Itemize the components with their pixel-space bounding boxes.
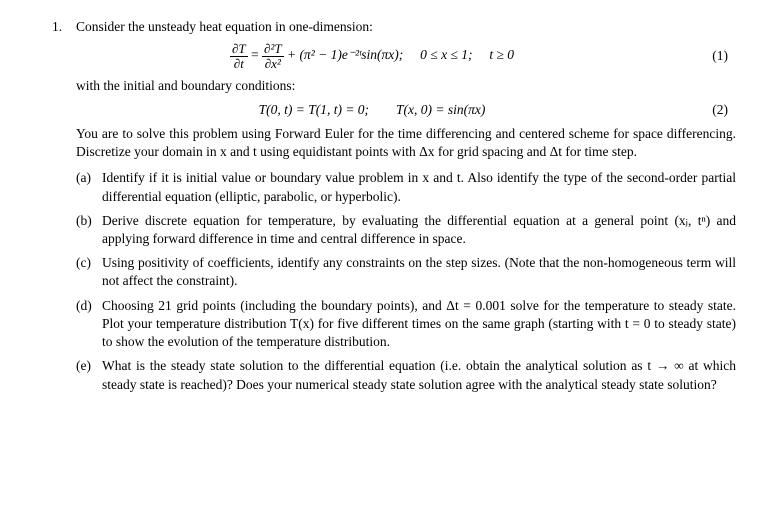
part-b-text: Derive discrete equation for temperature…: [102, 213, 736, 246]
part-a-text: Identify if it is initial value or bound…: [102, 170, 736, 203]
equation-1-row: ∂T ∂t = ∂²T ∂x² + (π² − 1)e⁻²ᵗsin(πx); 0…: [44, 42, 736, 70]
equation-2-row: T(0, t) = T(1, t) = 0; T(x, 0) = sin(πx)…: [44, 101, 736, 119]
part-e-text: What is the steady state solution to the…: [102, 358, 736, 391]
eq1-rhs-den: ∂x²: [262, 57, 284, 71]
problem-container: 1. Consider the unsteady heat equation i…: [44, 18, 736, 394]
part-a-label: (a): [76, 169, 91, 187]
part-e-label: (e): [76, 357, 91, 375]
part-c-text: Using positivity of coefficients, identi…: [102, 255, 736, 288]
part-e: (e) What is the steady state solution to…: [76, 357, 736, 393]
eq1-equals: =: [251, 47, 262, 62]
intro-text: Consider the unsteady heat equation in o…: [76, 18, 736, 36]
equation-2-number: (2): [700, 101, 736, 119]
eq1-lhs-num: ∂T: [230, 42, 248, 57]
part-a: (a) Identify if it is initial value or b…: [76, 169, 736, 205]
part-c-label: (c): [76, 254, 91, 272]
bc-label: with the initial and boundary conditions…: [76, 77, 736, 95]
part-d: (d) Choosing 21 grid points (including t…: [76, 297, 736, 352]
eq1-rest: + (π² − 1)e⁻²ᵗsin(πx); 0 ≤ x ≤ 1; t ≥ 0: [287, 47, 514, 62]
part-b: (b) Derive discrete equation for tempera…: [76, 212, 736, 248]
subparts-list: (a) Identify if it is initial value or b…: [76, 169, 736, 393]
main-paragraph: You are to solve this problem using Forw…: [76, 125, 736, 161]
eq1-rhs-num: ∂²T: [262, 42, 284, 57]
problem-number: 1.: [52, 18, 62, 36]
eq1-lhs-frac: ∂T ∂t: [230, 42, 248, 70]
equation-2: T(0, t) = T(1, t) = 0; T(x, 0) = sin(πx): [44, 101, 700, 119]
part-b-label: (b): [76, 212, 92, 230]
part-d-label: (d): [76, 297, 92, 315]
eq1-rhs-frac: ∂²T ∂x²: [262, 42, 284, 70]
part-d-text: Choosing 21 grid points (including the b…: [102, 298, 736, 349]
equation-1: ∂T ∂t = ∂²T ∂x² + (π² − 1)e⁻²ᵗsin(πx); 0…: [44, 42, 700, 70]
eq1-lhs-den: ∂t: [230, 57, 248, 71]
part-c: (c) Using positivity of coefficients, id…: [76, 254, 736, 290]
equation-1-number: (1): [700, 47, 736, 65]
